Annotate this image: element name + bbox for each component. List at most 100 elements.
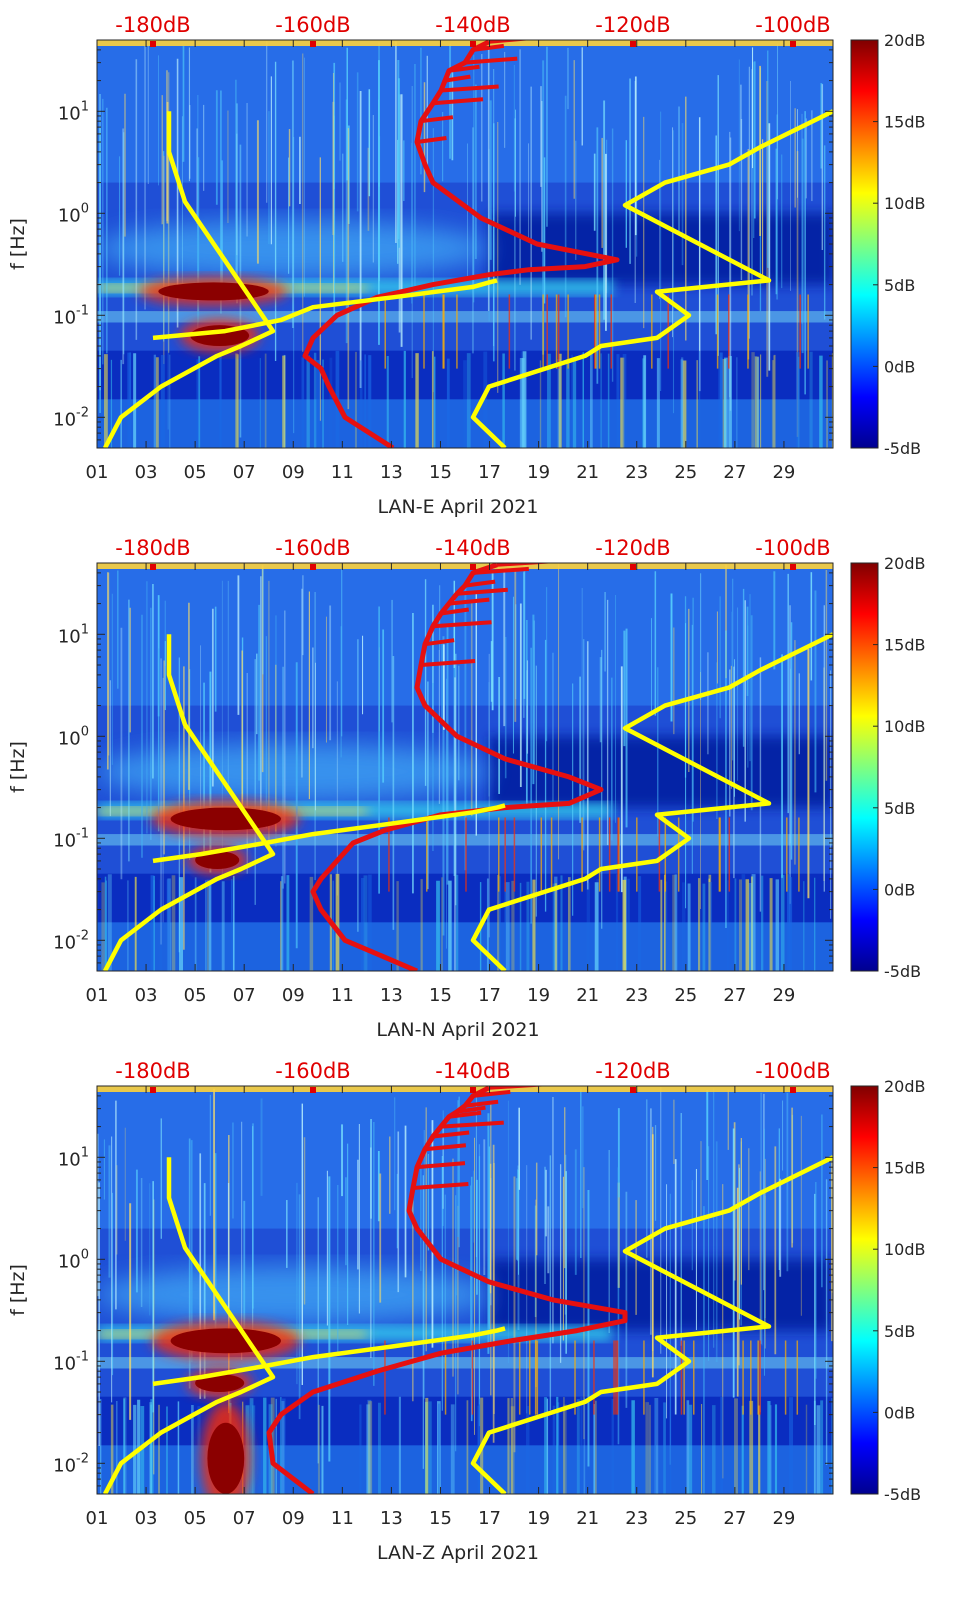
y-axis-label: f [Hz]	[7, 1264, 29, 1316]
x-tick-label: 07	[233, 462, 256, 483]
colorbar-label: 10dB	[884, 194, 926, 213]
y-tick-label: 10-2	[53, 928, 89, 953]
top-db-tick	[470, 564, 476, 570]
x-tick-label: 01	[86, 985, 109, 1006]
yellow-low-noise-model	[103, 634, 276, 971]
x-tick-label: 01	[86, 462, 109, 483]
primary-microseism-band	[97, 834, 833, 846]
x-tick-label: 09	[282, 1508, 305, 1529]
y-axis-label: f [Hz]	[7, 741, 29, 793]
colorbar-label: 15dB	[884, 113, 926, 132]
yellow-mid-curve	[152, 278, 498, 341]
noise-streaks	[99, 40, 833, 448]
top-db-axis: -180dB -160dB -140dB -120dB -100dB	[115, 13, 831, 47]
y-tick-label: 101	[58, 99, 89, 124]
x-tick-label: 29	[772, 462, 795, 483]
top-db-tick	[470, 1087, 476, 1093]
y-tick-label: 100	[58, 1247, 89, 1272]
x-axis: 01 03 05 07 09 11 13 15 17 19 21 23 25 27 29 LAN-N Apri…	[86, 563, 795, 1041]
y-tick-label: 101	[58, 622, 89, 647]
yellow-high-noise-model	[470, 1155, 833, 1494]
x-tick-label: 23	[625, 985, 648, 1006]
x-tick-label: 19	[527, 985, 550, 1006]
red-psd-curve	[266, 1086, 628, 1494]
colorbar-label: 0dB	[884, 357, 915, 376]
top-db-label: -140dB	[435, 1059, 510, 1083]
x-tick-label: 27	[723, 985, 746, 1006]
x-tick-label: 27	[723, 1508, 746, 1529]
top-db-label: -140dB	[435, 536, 510, 560]
x-tick-label: 17	[478, 985, 501, 1006]
hot-spot	[195, 1374, 245, 1392]
x-tick-label: 05	[184, 985, 207, 1006]
x-axis: 01 03 05 07 09 11 13 15 17 19 21 23 25 27 29 LAN-Z Apri…	[86, 1086, 795, 1564]
yellow-mid-curve	[152, 1326, 506, 1387]
y-axis: 101 100 10-1 10-2 f [Hz]	[7, 562, 833, 972]
top-edge-strip	[97, 1086, 833, 1092]
colorbar-gradient	[850, 562, 879, 972]
x-axis-label: LAN-N April 2021	[376, 1019, 539, 1041]
x-tick-label: 23	[625, 462, 648, 483]
colorbar-label: 0dB	[884, 1403, 915, 1422]
hot-spot	[170, 1328, 281, 1354]
yellow-high-noise-model	[470, 632, 833, 971]
y-tick-label: 10-1	[53, 1349, 89, 1374]
red-psd-curve	[310, 563, 604, 971]
yellow-mid-curve	[152, 803, 506, 864]
top-db-tick	[630, 564, 636, 570]
top-edge-strip	[97, 40, 833, 46]
y-tick-label: 100	[58, 724, 89, 749]
red-curve-jitter	[412, 1086, 550, 1190]
x-tick-label: 03	[135, 462, 158, 483]
top-db-tick	[630, 41, 636, 47]
top-db-label: -160dB	[275, 536, 350, 560]
x-tick-label: 17	[478, 462, 501, 483]
x-tick-label: 07	[233, 1508, 256, 1529]
spectrogram	[97, 563, 833, 971]
panel-2: 01 03 05 07 09 11 13 15 17 19 21 23 25 27 29 LAN-N Apri…	[7, 536, 926, 1041]
top-db-label: -140dB	[435, 13, 510, 37]
primary-microseism-band	[97, 1357, 833, 1369]
top-db-tick	[790, 1087, 796, 1093]
noise-streaks	[97, 563, 832, 971]
x-tick-label: 15	[429, 985, 452, 1006]
y-tick-label: 10-1	[53, 303, 89, 328]
y-tick-label: 101	[58, 1145, 89, 1170]
x-tick-label: 03	[135, 985, 158, 1006]
y-axis: 101 100 10-1 10-2 f [Hz]	[7, 1085, 833, 1495]
y-tick-label: 10-2	[53, 405, 89, 430]
colorbar-label: 20dB	[884, 1077, 926, 1096]
yellow-low-noise-model	[103, 1157, 276, 1494]
x-tick-label: 11	[331, 985, 354, 1006]
hot-spot	[207, 1422, 245, 1494]
top-db-tick	[150, 564, 156, 570]
x-tick-label: 15	[429, 1508, 452, 1529]
primary-microseism-band	[97, 311, 833, 323]
x-tick-label: 07	[233, 985, 256, 1006]
top-db-label: -100dB	[755, 1059, 830, 1083]
colorbar-label: 15dB	[884, 636, 926, 655]
spectrogram	[97, 40, 833, 448]
x-tick-label: 05	[184, 462, 207, 483]
microseism-haze	[97, 1266, 490, 1324]
x-tick-label: 21	[576, 462, 599, 483]
spectrogram	[97, 1086, 833, 1494]
x-tick-label: 21	[576, 1508, 599, 1529]
microseism-haze	[97, 743, 490, 801]
top-db-axis: -180dB -160dB -140dB -120dB -100dB	[115, 1059, 831, 1093]
top-db-tick	[310, 1087, 316, 1093]
colorbar-label: 10dB	[884, 1240, 926, 1259]
y-tick-label: 100	[58, 201, 89, 226]
x-tick-label: 23	[625, 1508, 648, 1529]
red-curve-jitter	[416, 40, 532, 144]
x-tick-label: 13	[380, 1508, 403, 1529]
microseism-haze	[97, 220, 490, 278]
red-psd-curve	[302, 40, 620, 448]
top-db-tick	[470, 41, 476, 47]
colorbar-label: -5dB	[884, 962, 921, 981]
colorbar-label: 0dB	[884, 880, 915, 899]
x-tick-label: 29	[772, 985, 795, 1006]
x-tick-label: 03	[135, 1508, 158, 1529]
y-axis-label: f [Hz]	[7, 218, 29, 270]
